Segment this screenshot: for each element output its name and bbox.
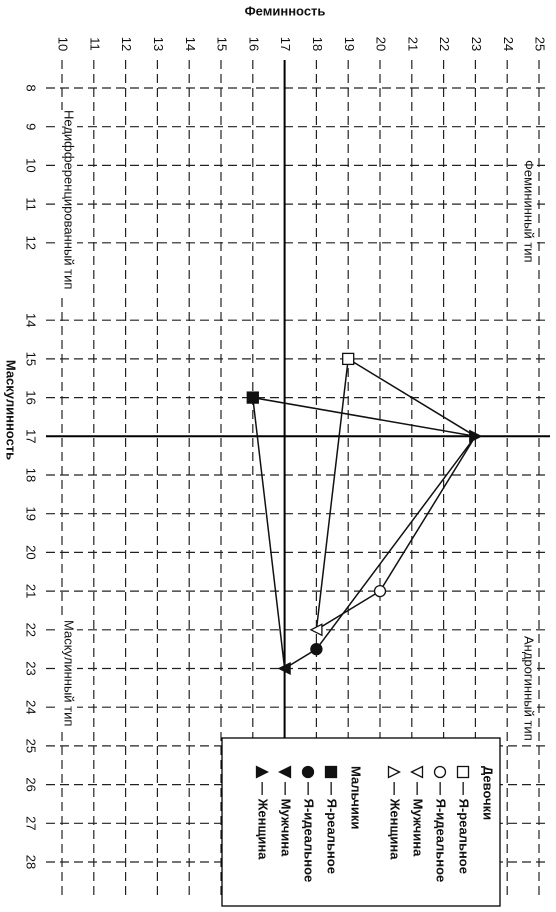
legend-label: — Женщина bbox=[388, 782, 403, 860]
y-tick-label: 20 bbox=[24, 545, 39, 559]
legend-label: — Мужчина bbox=[279, 782, 294, 857]
legend-marker bbox=[255, 765, 269, 779]
legend-label: — Женщина bbox=[256, 782, 271, 860]
point bbox=[246, 391, 259, 404]
legend-marker bbox=[278, 765, 292, 779]
x-tick-label: 22 bbox=[437, 37, 452, 51]
y-tick-label: 18 bbox=[24, 468, 39, 482]
y-tick-label: 14 bbox=[24, 313, 39, 327]
y-tick-label: 25 bbox=[24, 739, 39, 753]
x-tick-label: 15 bbox=[215, 37, 230, 51]
legend-label: — Я-идеальное bbox=[302, 782, 317, 882]
x-tick-label: 21 bbox=[405, 37, 420, 51]
legend-title: Девочки bbox=[481, 766, 496, 820]
y-tick-label: 15 bbox=[24, 352, 39, 366]
x-tick-label: 25 bbox=[533, 37, 548, 51]
y-tick-label: 23 bbox=[24, 661, 39, 675]
x-tick-label: 23 bbox=[469, 37, 484, 51]
x-tick-label: 18 bbox=[310, 37, 325, 51]
point bbox=[310, 643, 323, 656]
x-tick-label: 11 bbox=[87, 37, 102, 51]
legend-marker bbox=[433, 765, 447, 779]
legend-marker bbox=[301, 765, 315, 779]
y-tick-label: 24 bbox=[24, 700, 39, 714]
point bbox=[309, 623, 323, 637]
x-tick-label: 19 bbox=[342, 37, 357, 51]
y-tick-label: 9 bbox=[24, 123, 39, 130]
legend-title: Мальчики bbox=[349, 766, 364, 829]
legend-marker bbox=[324, 765, 338, 779]
point bbox=[277, 661, 291, 676]
x-tick-label: 13 bbox=[151, 37, 166, 51]
x-tick-label: 20 bbox=[374, 37, 389, 51]
annotation: Маскулинный тип bbox=[62, 620, 77, 726]
x-tick-label: 14 bbox=[183, 37, 198, 51]
y-tick-label: 21 bbox=[24, 584, 39, 598]
legend-label: — Я-реальное bbox=[325, 782, 340, 874]
y-tick-label: 22 bbox=[24, 623, 39, 637]
y-tick-label: 16 bbox=[24, 390, 39, 404]
legend-label: — Я-реальное bbox=[457, 782, 472, 874]
x-tick-label: 10 bbox=[56, 37, 71, 51]
y-tick-label: 12 bbox=[24, 236, 39, 250]
x-axis-title: Феминность bbox=[245, 3, 326, 18]
legend-marker bbox=[387, 765, 401, 779]
legend-marker bbox=[456, 765, 470, 779]
annotation-bg bbox=[519, 160, 537, 267]
x-tick-label: 24 bbox=[501, 37, 516, 51]
annotation-bg bbox=[59, 620, 77, 731]
y-tick-label: 11 bbox=[24, 197, 39, 211]
annotation-bg bbox=[519, 636, 537, 745]
point bbox=[469, 429, 483, 443]
legend-label: — Я-идеальное bbox=[434, 782, 449, 882]
annotation: Недифференцированный тип bbox=[62, 110, 77, 289]
annotation: Фемининный тип bbox=[522, 160, 537, 263]
y-tick-label: 27 bbox=[24, 816, 39, 830]
legend: Девочки — Я-реальное — Я-идеальное — Мужчин… bbox=[221, 737, 501, 907]
annotation: Андрогинный тип bbox=[522, 636, 537, 741]
y-tick-label: 17 bbox=[24, 429, 39, 443]
x-tick-label: 17 bbox=[278, 37, 293, 51]
point bbox=[342, 352, 355, 366]
legend-marker bbox=[410, 765, 424, 779]
y-tick-label: 28 bbox=[24, 855, 39, 869]
point bbox=[373, 584, 387, 598]
legend-box bbox=[221, 737, 501, 907]
annotation-bg bbox=[59, 110, 77, 294]
y-tick-label: 10 bbox=[24, 158, 39, 172]
legend-label: — Мужчина bbox=[411, 782, 426, 857]
x-tick-label: 12 bbox=[119, 37, 134, 51]
y-axis-title: Маскулинность bbox=[4, 360, 19, 460]
y-tick-label: 26 bbox=[24, 777, 39, 791]
y-tick-label: 8 bbox=[24, 84, 39, 91]
x-tick-label: 16 bbox=[246, 37, 261, 51]
y-tick-label: 19 bbox=[24, 506, 39, 520]
